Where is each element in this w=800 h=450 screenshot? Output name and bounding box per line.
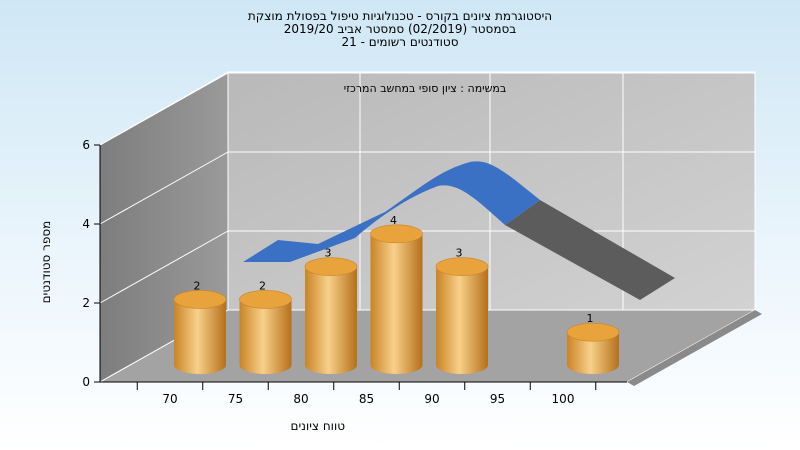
bar-body-6 <box>567 332 619 374</box>
chart-title-line-1: היסטוגרמת ציונים בקורס - טכנולוגיות טיפו… <box>247 9 553 23</box>
x-axis-title: טווח ציונים <box>291 419 346 433</box>
x-tick-label-4: 90 <box>424 392 439 406</box>
bar-top-0 <box>173 290 227 309</box>
y-axis-ticks: 0 2 4 6 <box>82 138 100 389</box>
grid-line-left-1 <box>99 230 229 304</box>
bar-top-1 <box>239 290 292 309</box>
x-tick-label-2: 80 <box>293 392 308 406</box>
x-tick-label-6: 100 <box>552 392 575 406</box>
y-tick-label-1: 2 <box>82 296 90 310</box>
bars <box>173 224 620 374</box>
x-tick-label-3: 85 <box>359 392 374 406</box>
grid-line-left-2 <box>99 151 229 225</box>
data-label-3: 4 <box>390 214 397 227</box>
y-tick-label-0: 0 <box>82 375 90 389</box>
y-axis-title: מספר סטודנטים <box>39 221 53 304</box>
chart-title: היסטוגרמת ציונים בקורס - טכנולוגיות טיפו… <box>0 10 800 49</box>
curve-ribbon <box>243 161 540 262</box>
bar-top-6 <box>566 322 620 342</box>
bar-75 <box>239 290 292 374</box>
bar-body-1 <box>239 299 292 374</box>
chart-annotation: במשימה : ציון סופי במחשב המרכזי <box>344 82 507 95</box>
data-label-6: 1 <box>587 312 594 325</box>
data-label-1: 2 <box>259 279 266 292</box>
curve-shadow-band <box>505 200 675 300</box>
grid-line-left-3 <box>99 72 229 146</box>
x-tick-label-1: 75 <box>228 392 243 406</box>
distribution-curve <box>243 161 675 300</box>
floor-edge <box>627 310 762 386</box>
bar-body-4 <box>436 266 488 374</box>
bar-80 <box>304 257 358 374</box>
bar-top-3 <box>370 224 423 244</box>
chart-title-line-3: סטודנטים רשומים - 21 <box>341 35 459 49</box>
bar-70 <box>173 290 227 374</box>
bar-85 <box>370 224 423 374</box>
bar-100 <box>566 322 620 374</box>
data-labels: 2 2 3 4 3 1 <box>194 214 594 325</box>
data-label-4: 3 <box>456 247 463 260</box>
x-axis-ticks: 70 75 80 85 90 95 100 <box>136 382 597 406</box>
chart-title-line-2: בסמסטר (02/2019) סמסטר אביב 2019/20 <box>283 22 517 36</box>
y-tick-label-2: 4 <box>82 217 90 231</box>
bar-top-4 <box>435 257 489 276</box>
y-tick-label-3: 6 <box>82 138 90 152</box>
bar-body-2 <box>305 266 357 374</box>
x-tick-label-5: 95 <box>490 392 505 406</box>
bar-90 <box>435 257 489 374</box>
bar-body-0 <box>174 299 226 374</box>
x-tick-label-0: 70 <box>162 392 177 406</box>
bar-top-2 <box>304 257 358 276</box>
data-label-2: 3 <box>325 247 332 260</box>
data-label-0: 2 <box>194 279 201 292</box>
bar-body-3 <box>370 233 423 374</box>
